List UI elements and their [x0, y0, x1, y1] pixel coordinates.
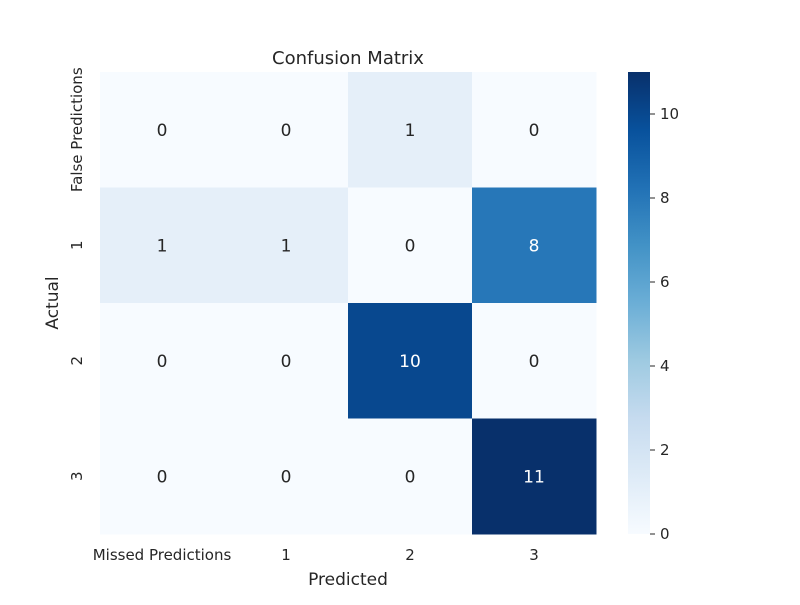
cell-value-label: 0 [281, 467, 292, 487]
heatmap-cell [224, 303, 349, 419]
heatmap-cells: 0 0 1 01 1 0 80 0 10 00 0 0 11 [100, 72, 597, 535]
heatmap-cell [100, 72, 225, 188]
heatmap-cell [472, 303, 597, 419]
colorbar-tick-label: 8 [660, 189, 670, 207]
cell-value-label: 1 [405, 121, 416, 141]
y-tick-label: 2 [68, 356, 86, 366]
colorbar-bar [628, 72, 650, 534]
cell-value-label: 0 [281, 352, 292, 372]
heatmap-cell [100, 418, 225, 535]
y-tick-label: False Predictions [68, 67, 86, 192]
x-tick-label: 2 [405, 546, 415, 564]
chart-title: Confusion Matrix [272, 48, 424, 69]
x-tick-label: 3 [529, 546, 539, 564]
heatmap-cell [224, 187, 349, 304]
cell-value-label: 8 [529, 236, 540, 256]
heatmap-cell [348, 418, 473, 535]
heatmap-cell [472, 72, 597, 188]
x-axis-label: Predicted [308, 570, 388, 590]
x-tick-labels: Missed Predictions 1 2 3 [93, 546, 539, 564]
x-tick-label: 1 [281, 546, 291, 564]
cell-value-label: 0 [157, 467, 168, 487]
cell-value-label: 0 [157, 352, 168, 372]
colorbar-tick-label: 0 [660, 525, 670, 543]
y-tick-label: 1 [68, 240, 86, 250]
heatmap-cell [472, 187, 597, 304]
y-tick-label: 3 [68, 471, 86, 481]
y-axis-label: Actual [43, 276, 63, 329]
heatmap-cell [100, 187, 225, 304]
colorbar-tick-label: 4 [660, 357, 670, 375]
heatmap-cell [348, 72, 473, 188]
heatmap-cell [472, 418, 597, 535]
cell-value-label: 0 [157, 121, 168, 141]
cell-value-label: 10 [399, 352, 421, 372]
colorbar-tick-label: 2 [660, 441, 670, 459]
heatmap-cell [348, 187, 473, 304]
cell-value-label: 0 [405, 236, 416, 256]
colorbar-tick-label: 6 [660, 273, 670, 291]
cell-value-label: 1 [157, 236, 168, 256]
cell-value-label: 0 [281, 121, 292, 141]
heatmap-cell [100, 303, 225, 419]
y-tick-labels: False Predictions 1 2 3 [68, 67, 86, 481]
cell-value-label: 1 [281, 236, 292, 256]
colorbar-tick-label: 10 [660, 105, 679, 123]
colorbar: 0 2 4 6 8 10 [628, 72, 679, 543]
cell-value-label: 0 [529, 352, 540, 372]
heatmap-cell [224, 72, 349, 188]
cell-value-label: 0 [529, 121, 540, 141]
cell-value-label: 0 [405, 467, 416, 487]
heatmap-cell [348, 303, 473, 419]
heatmap-cell [224, 418, 349, 535]
x-tick-label: Missed Predictions [93, 546, 232, 564]
cell-value-label: 11 [523, 467, 545, 487]
